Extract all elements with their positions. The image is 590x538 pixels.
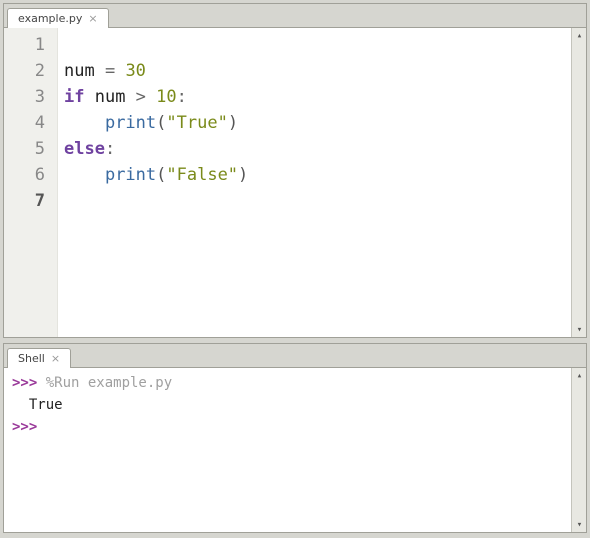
shell-pane: Shell × >>> %Run example.py True>>> ▴ ▾: [3, 343, 587, 533]
scroll-down-icon[interactable]: ▾: [573, 518, 586, 531]
code-line: [64, 188, 565, 214]
editor-content: 1234567 num = 30if num > 10: print("True…: [4, 28, 586, 337]
code-line: >>>: [12, 416, 563, 438]
line-number: 6: [4, 162, 57, 188]
code-line: if num > 10:: [64, 84, 565, 110]
code-line: print("True"): [64, 110, 565, 136]
scroll-up-icon[interactable]: ▴: [573, 369, 586, 382]
editor-tab-label: example.py: [18, 12, 82, 25]
editor-tab[interactable]: example.py ×: [7, 8, 109, 28]
close-icon[interactable]: ×: [51, 353, 60, 364]
shell-tab-strip: Shell ×: [4, 344, 586, 368]
code-line: print("False"): [64, 162, 565, 188]
editor-tab-strip: example.py ×: [4, 4, 586, 28]
code-line: [64, 32, 565, 58]
shell-tab[interactable]: Shell ×: [7, 348, 71, 368]
code-line: num = 30: [64, 58, 565, 84]
line-number-gutter: 1234567: [4, 28, 58, 337]
line-number: 3: [4, 84, 57, 110]
shell-content-wrap: >>> %Run example.py True>>> ▴ ▾: [4, 368, 586, 532]
code-line: else:: [64, 136, 565, 162]
shell-tab-label: Shell: [18, 352, 45, 365]
line-number: 1: [4, 32, 57, 58]
code-line: >>> %Run example.py: [12, 372, 563, 394]
line-number: 4: [4, 110, 57, 136]
line-number: 7: [4, 188, 57, 214]
editor-scrollbar[interactable]: ▴ ▾: [571, 28, 586, 337]
editor-pane: example.py × 1234567 num = 30if num > 10…: [3, 3, 587, 338]
shell-output[interactable]: >>> %Run example.py True>>>: [4, 368, 571, 532]
scroll-up-icon[interactable]: ▴: [573, 29, 586, 42]
line-number: 2: [4, 58, 57, 84]
scroll-down-icon[interactable]: ▾: [573, 323, 586, 336]
code-line: True: [12, 394, 563, 416]
line-number: 5: [4, 136, 57, 162]
code-editor[interactable]: num = 30if num > 10: print("True")else: …: [58, 28, 571, 337]
close-icon[interactable]: ×: [88, 13, 97, 24]
shell-scrollbar[interactable]: ▴ ▾: [571, 368, 586, 532]
